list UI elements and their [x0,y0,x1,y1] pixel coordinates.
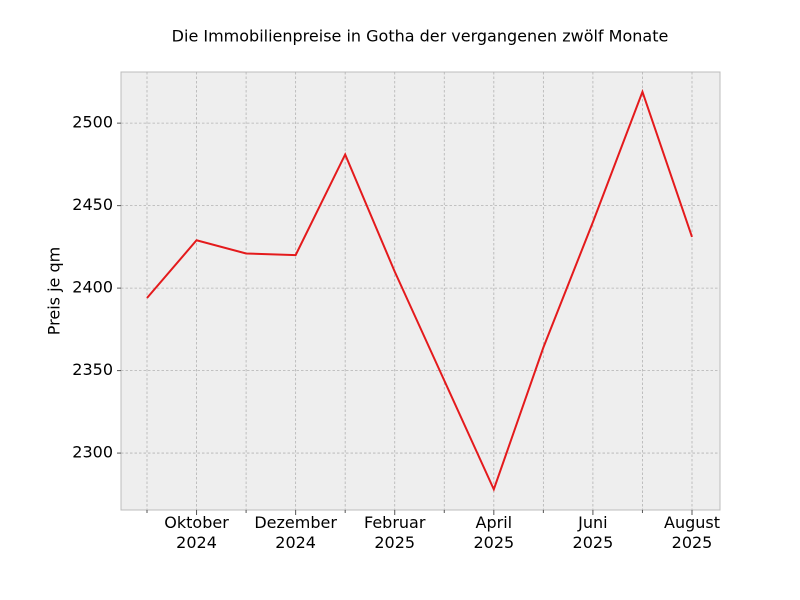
y-tick-label: 2300 [72,443,113,462]
plot-area [120,71,721,511]
x-tick-label: Juni 2025 [572,513,614,552]
x-tick-label: Dezember 2024 [254,513,337,552]
chart-title: Die Immobilienpreise in Gotha der vergan… [172,27,669,46]
line [146,88,693,493]
y-tick-label: 2350 [72,360,113,379]
y-axis-label: Preis je qm [45,247,64,335]
y-tick-label: 2500 [72,113,113,132]
x-tick-label: August 2025 [664,513,720,552]
x-tick-label: Februar 2025 [364,513,426,552]
x-tick-label: Oktober 2024 [164,513,229,552]
y-tick-label: 2450 [72,195,113,214]
x-tick-label: April 2025 [473,513,515,552]
y-tick-label: 2400 [72,278,113,297]
